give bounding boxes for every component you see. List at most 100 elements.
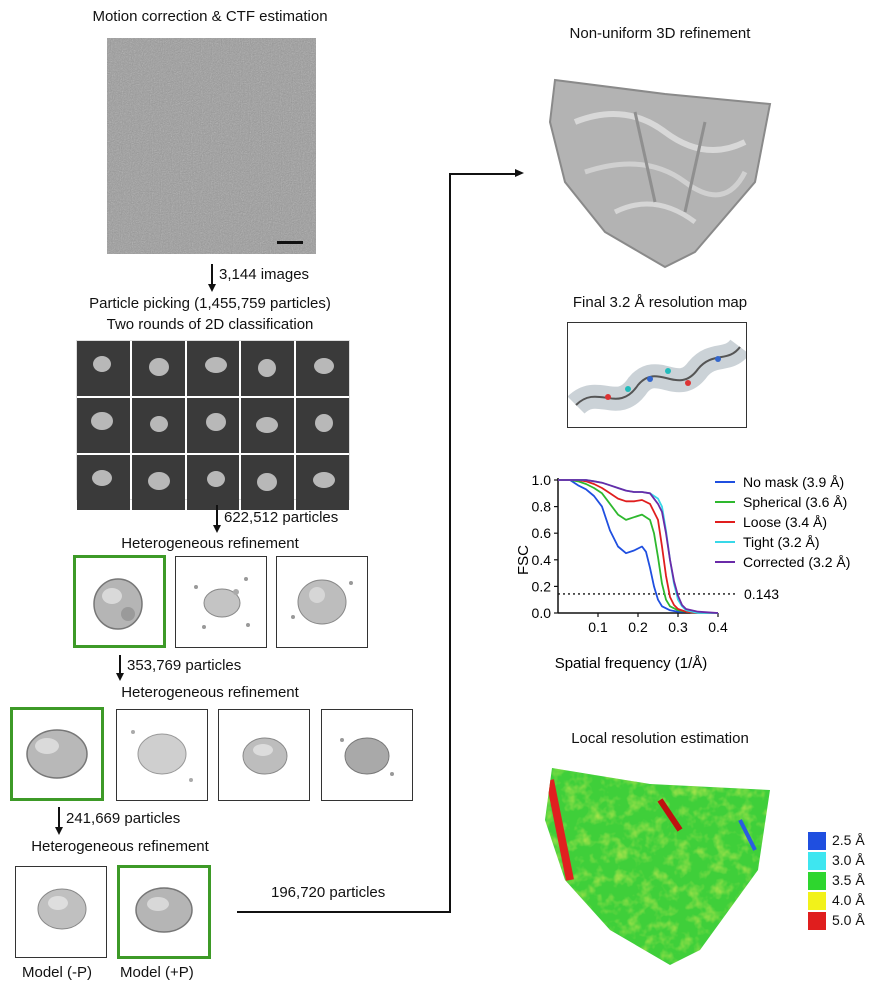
resolution-swatch [808, 912, 826, 930]
density-map-icon [340, 737, 394, 776]
hetero1-class-2 [175, 556, 267, 648]
2d-class-average [186, 455, 240, 510]
resolution-swatch [808, 832, 826, 850]
2d-class-average [131, 341, 185, 396]
fsc-x-axis-label: Spatial frequency (1/Å) [555, 655, 708, 672]
resolution-swatch-label: 4.0 Å [832, 892, 865, 908]
hetero2-class-3 [218, 709, 310, 801]
fsc-legend-label: Corrected (3.2 Å) [743, 554, 850, 570]
micrograph-image [107, 38, 316, 254]
resolution-swatch [808, 852, 826, 870]
fsc-legend-label: Loose (3.4 Å) [743, 514, 827, 530]
hetero1-class-3 [276, 556, 368, 648]
model-minus-p-class [15, 866, 107, 958]
fsc-y-tick-label: 0.0 [532, 605, 552, 621]
arrow-3-line [119, 655, 121, 675]
fsc-chart: 0.00.20.40.60.81.00.1 0.2 0.3 0.40.143 FSC … [515, 472, 850, 672]
arrow-3-head [116, 673, 124, 681]
fsc-series-line [558, 479, 719, 614]
count-after-2d: 622,512 particles [224, 509, 339, 526]
final-map-title: Final 3.2 Å resolution map [572, 294, 748, 311]
hetero-refinement-title-2: Heterogeneous refinement [121, 684, 299, 701]
density-map-icon [291, 579, 353, 625]
2d-class-average [241, 341, 295, 396]
fsc-x-tick-label: 0.1 [588, 619, 608, 635]
fsc-y-tick-label: 0.6 [532, 525, 552, 541]
2d-class-average [241, 455, 295, 510]
fsc-x-tick-label: 0.2 [628, 619, 648, 635]
density-map-icon [194, 577, 250, 629]
arrow-2-head [213, 525, 221, 533]
local-resolution-map [545, 768, 770, 965]
fsc-x-tick-label: 0.4 [708, 619, 728, 635]
model-minus-p-label: Model (-P) [22, 964, 93, 981]
model-plus-p-class [117, 865, 211, 959]
resolution-swatch-label: 3.0 Å [832, 852, 865, 868]
images-count: 3,144 images [219, 266, 310, 283]
final-map-detail [567, 322, 750, 428]
hetero-refinement-title-1: Heterogeneous refinement [121, 535, 299, 552]
density-map-icon [93, 578, 143, 630]
2d-class-average [186, 341, 240, 396]
count-after-hetero2: 241,669 particles [66, 810, 181, 827]
connector-top [449, 173, 517, 175]
fsc-y-tick-label: 0.4 [532, 552, 552, 568]
particle-picking-title: Particle picking (1,455,759 particles) [89, 295, 331, 312]
arrow-4-line [58, 807, 60, 829]
count-after-hetero1: 353,769 particles [127, 657, 242, 674]
hetero2-class-2 [116, 709, 208, 801]
2d-class-average [241, 398, 295, 453]
2d-class-average [131, 398, 185, 453]
2d-class-average [77, 455, 130, 510]
2d-class-average [77, 341, 130, 396]
density-map-icon [37, 888, 87, 930]
2d-class-average [186, 398, 240, 453]
resolution-swatch [808, 892, 826, 910]
hetero2-selected-class [10, 707, 104, 801]
arrow-1-line [211, 264, 213, 286]
fsc-series-line [558, 479, 718, 614]
fsc-y-tick-label: 1.0 [532, 472, 552, 488]
to-refinement-count: 196,720 particles [271, 884, 386, 901]
fsc-y-tick-label: 0.8 [532, 499, 552, 515]
fsc-series-line [558, 479, 718, 614]
density-map-icon [242, 737, 288, 775]
fsc-series-line [558, 479, 718, 614]
fsc-y-tick-label: 0.2 [532, 578, 552, 594]
2d-class-average [296, 455, 349, 510]
micrograph-noise [107, 38, 316, 254]
2d-class-average [296, 398, 349, 453]
2d-class-average [131, 455, 185, 510]
density-map-icon [135, 887, 193, 933]
2d-classification-title: Two rounds of 2D classification [106, 316, 314, 333]
model-plus-p-label: Model (+P) [120, 964, 194, 981]
non-uniform-refinement-title: Non-uniform 3D refinement [569, 25, 751, 42]
arrow-4-head [55, 827, 63, 835]
scale-bar [277, 241, 303, 244]
arrow-1-head [208, 284, 216, 292]
local-resolution-title: Local resolution estimation [571, 730, 749, 747]
fsc-legend-label: Tight (3.2 Å) [743, 534, 820, 550]
helix-density-image [567, 338, 750, 415]
fsc-threshold-label: 0.143 [744, 586, 779, 602]
motion-correction-title: Motion correction & CTF estimation [92, 8, 328, 25]
fsc-y-axis-label: FSC [515, 545, 532, 575]
hetero1-selected-class [73, 555, 166, 648]
hetero2-class-4 [321, 709, 413, 801]
hetero-refinement-title-3: Heterogeneous refinement [31, 838, 209, 855]
fsc-x-tick-label: 0.3 [668, 619, 688, 635]
resolution-swatch [808, 872, 826, 890]
density-map-icon [26, 729, 88, 779]
2d-class-average [77, 398, 130, 453]
connector-vertical [449, 173, 451, 913]
2d-class-averages-grid [76, 340, 350, 510]
density-map-icon [131, 730, 193, 782]
resolution-swatch-label: 2.5 Å [832, 832, 865, 848]
arrow-2-line [216, 505, 218, 527]
connector-bottom [237, 911, 450, 913]
resolution-swatch-label: 3.5 Å [832, 872, 865, 888]
fsc-legend-label: No mask (3.9 Å) [743, 474, 844, 490]
fsc-legend-label: Spherical (3.6 Å) [743, 494, 847, 510]
2d-class-average [296, 341, 349, 396]
connector-arrow-head [515, 169, 524, 177]
